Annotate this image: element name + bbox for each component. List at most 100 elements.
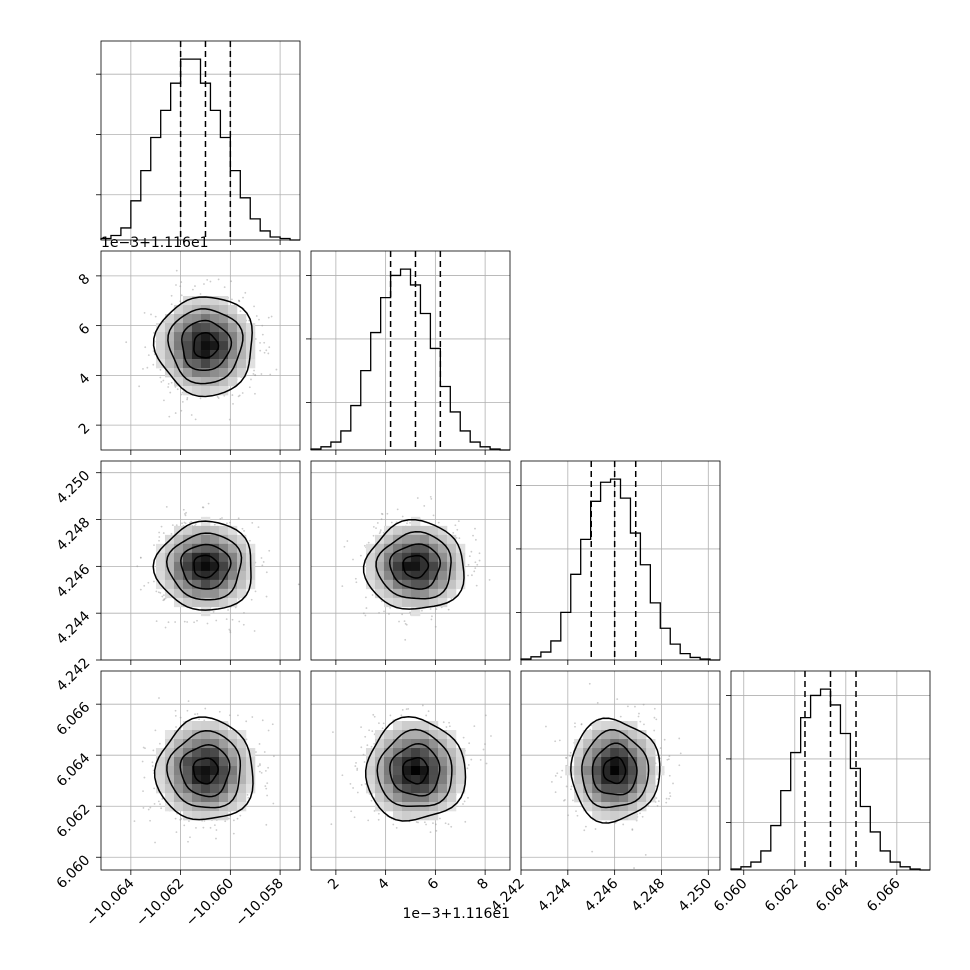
ytick-label-1-1: 4 (76, 370, 94, 388)
point (170, 303, 173, 306)
density-cell (227, 793, 238, 803)
point (352, 558, 354, 561)
density-cell (383, 784, 394, 794)
density-cell (601, 721, 611, 731)
point (565, 756, 567, 759)
density-cell (191, 323, 202, 333)
point (255, 315, 258, 317)
point (261, 564, 264, 567)
density-cell (383, 793, 394, 803)
point (474, 567, 477, 570)
density-cell (392, 811, 403, 821)
density-cell (173, 332, 184, 342)
density-cell (446, 588, 457, 599)
point (209, 280, 212, 283)
point (182, 508, 185, 511)
density-cell (227, 730, 238, 740)
point (246, 793, 249, 796)
ytick-label-3-1: 6.062 (54, 801, 94, 841)
ytick-label-3-3: 6.066 (54, 699, 94, 739)
density-cell (218, 561, 229, 572)
panel-0-0 (100, 41, 300, 241)
point (381, 727, 384, 730)
point (203, 819, 206, 822)
point (221, 517, 223, 519)
density-cell (209, 296, 220, 306)
point (174, 386, 177, 388)
density-cell (601, 784, 611, 794)
density-cell (428, 588, 439, 599)
density-cell (218, 579, 229, 590)
point (473, 570, 476, 573)
point (267, 316, 270, 319)
density-cell (392, 766, 403, 776)
density-cell (236, 323, 247, 333)
density-cell (209, 341, 220, 351)
density-cell (446, 561, 457, 572)
point (379, 529, 382, 531)
point (236, 817, 239, 820)
point (238, 394, 241, 397)
density-cell (236, 748, 247, 758)
point (380, 512, 383, 515)
point (204, 707, 207, 710)
point (641, 815, 644, 818)
point (152, 363, 155, 366)
density-cell (236, 757, 247, 767)
density-cell (383, 552, 394, 563)
contour-3-0-1 (179, 744, 231, 798)
density-cell (209, 588, 220, 599)
density-cell (200, 561, 211, 572)
density-cell (628, 802, 638, 812)
density-cell (455, 579, 466, 590)
density-cell (401, 721, 412, 731)
density-cell (437, 570, 448, 581)
density-cell (200, 323, 211, 333)
density-cell (182, 811, 193, 821)
density-cell (209, 775, 220, 785)
point (268, 549, 271, 552)
point (174, 709, 177, 712)
density-cell (191, 543, 202, 554)
density-cell (392, 597, 403, 608)
point (390, 521, 393, 524)
point (237, 299, 240, 302)
contour-3-0-2 (166, 729, 242, 809)
point (273, 755, 275, 758)
point (478, 559, 481, 562)
density-cell (182, 350, 193, 360)
density-cell (173, 561, 184, 572)
density-cell (583, 784, 593, 794)
point (195, 827, 197, 829)
point (232, 832, 235, 835)
point (199, 293, 202, 295)
point (656, 805, 659, 807)
density-cell (218, 386, 229, 396)
point (142, 368, 144, 370)
point (184, 522, 187, 525)
density-cell (164, 748, 175, 758)
density-cell (200, 368, 211, 378)
density-cell (227, 543, 238, 554)
xtick-label-1-2: 6 (425, 875, 443, 893)
density-cell (446, 784, 457, 794)
density-cell (182, 341, 193, 351)
point (125, 341, 128, 344)
density-cell (200, 793, 211, 803)
point (360, 784, 363, 786)
density-cell (383, 757, 394, 767)
point (435, 829, 438, 832)
density-cell (209, 534, 220, 545)
point (404, 622, 407, 625)
point (159, 803, 161, 806)
density-cell (164, 350, 175, 360)
point (228, 628, 231, 631)
point (219, 518, 222, 520)
point (633, 867, 635, 869)
density-cell (209, 543, 220, 554)
point (467, 563, 470, 566)
density-cell (245, 766, 256, 776)
point (364, 596, 367, 599)
density-cell (437, 748, 448, 758)
